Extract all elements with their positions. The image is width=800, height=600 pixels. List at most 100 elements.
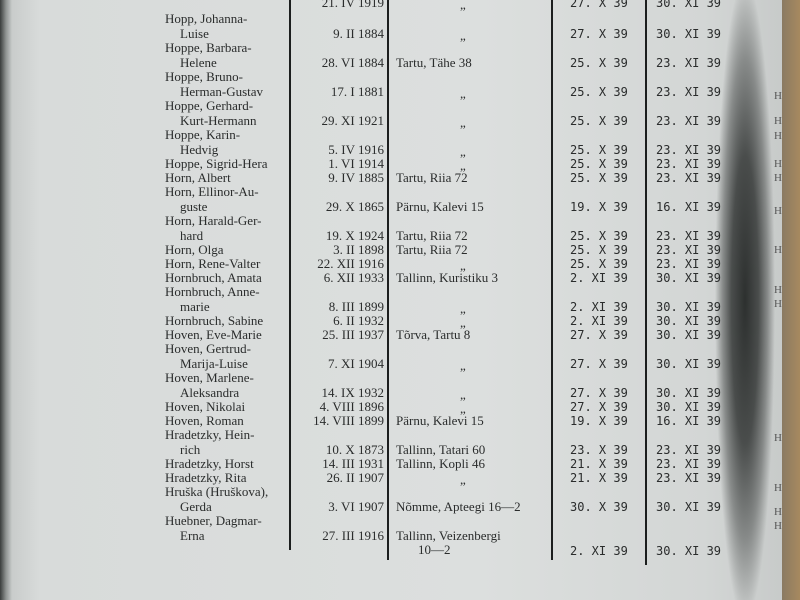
arrival-date-cell: 30. XI 39 (656, 271, 722, 285)
departure-date-cell: 25. X 39 (570, 85, 628, 99)
birth-date-cell: 8. III 1899 (328, 299, 384, 314)
arrival-date-cell: 23. XI 39 (656, 243, 722, 257)
column-divider (645, 0, 647, 565)
name-cell: Helene (180, 55, 217, 70)
name-cell: Hornbruch, Sabine (165, 313, 264, 328)
name-cell: Hradetzky, Rita (165, 470, 247, 485)
arrival-date-cell: 30. XI 39 (656, 357, 722, 371)
name-cell: Horn, Ellinor-Au- (165, 184, 259, 199)
arrival-date-cell: 16. XI 39 (656, 200, 722, 214)
address-cell: Tõrva, Tartu 8 (396, 327, 471, 342)
address-cell: Tallinn, Tatari 60 (396, 442, 486, 457)
name-cell: Hradetzky, Horst (165, 456, 254, 471)
arrival-date-cell: 30. XI 39 (656, 400, 722, 414)
departure-date-cell: 27. X 39 (570, 386, 628, 400)
arrival-date-cell: 23. XI 39 (656, 114, 722, 128)
ditto-mark: „ (460, 0, 466, 12)
name-cell: Hoppe, Bruno- (165, 69, 243, 84)
column-divider (551, 0, 553, 560)
birth-date-cell: 9. IV 1885 (328, 170, 384, 185)
name-cell: Hoven, Marlene- (165, 370, 254, 385)
arrival-date-cell: 23. XI 39 (656, 257, 722, 271)
birth-date-cell: 3. II 1898 (333, 242, 384, 257)
ditto-mark: „ (460, 387, 466, 402)
departure-date-cell: 25. X 39 (570, 114, 628, 128)
arrival-date-cell: 23. XI 39 (656, 457, 722, 471)
name-cell: Horn, Olga (165, 242, 224, 257)
birth-date-cell: 14. VIII 1899 (313, 413, 384, 428)
address-cell: Tartu, Tähe 38 (396, 55, 472, 70)
departure-date-cell: 19. X 39 (570, 414, 628, 428)
birth-date-cell: 19. X 1924 (325, 228, 384, 243)
margin-mark: H (774, 284, 782, 296)
departure-date-cell: 27. X 39 (570, 357, 628, 371)
margin-mark: H (774, 115, 782, 127)
departure-date-cell: 27. X 39 (570, 27, 628, 41)
birth-date-cell: 7. XI 1904 (328, 356, 384, 371)
arrival-date-cell: 30. XI 39 (656, 544, 722, 558)
birth-date-cell: 21. IV 1919 (321, 0, 384, 10)
name-cell: Hornbruch, Amata (165, 270, 262, 285)
departure-date-cell: 23. X 39 (570, 443, 628, 457)
margin-mark: H (774, 432, 782, 444)
name-cell: Hoven, Eve-Marie (165, 327, 262, 342)
margin-mark: H (774, 158, 782, 170)
departure-date-cell: 27. X 39 (570, 0, 628, 10)
name-cell: Hoppe, Gerhard- (165, 98, 254, 113)
name-cell: Horn, Rene-Valter (165, 256, 261, 271)
name-cell: Huebner, Dagmar- (165, 513, 262, 528)
departure-date-cell: 25. X 39 (570, 56, 628, 70)
departure-date-cell: 25. X 39 (570, 229, 628, 243)
name-cell: Erna (180, 528, 205, 543)
birth-date-cell: 14. IX 1932 (321, 385, 384, 400)
arrival-date-cell: 30. XI 39 (656, 27, 722, 41)
column-divider (289, 0, 291, 550)
arrival-date-cell: 30. XI 39 (656, 314, 722, 328)
name-cell: Hoven, Gertrud- (165, 341, 251, 356)
arrival-date-cell: 23. XI 39 (656, 143, 722, 157)
departure-date-cell: 21. X 39 (570, 471, 628, 485)
departure-date-cell: 25. X 39 (570, 143, 628, 157)
birth-date-cell: 26. II 1907 (326, 470, 384, 485)
name-cell: Herman-Gustav (180, 84, 264, 99)
departure-date-cell: 30. X 39 (570, 500, 628, 514)
ditto-mark: „ (460, 144, 466, 159)
arrival-date-cell: 23. XI 39 (656, 56, 722, 70)
birth-date-cell: 6. XII 1933 (323, 270, 384, 285)
departure-date-cell: 2. XI 39 (570, 314, 628, 328)
address-cell: Tallinn, Kopli 46 (396, 456, 486, 471)
birth-date-cell: 27. III 1916 (322, 528, 384, 543)
name-cell: Horn, Harald-Ger- (165, 213, 262, 228)
birth-date-cell: 1. VI 1914 (328, 156, 384, 171)
arrival-date-cell: 23. XI 39 (656, 157, 722, 171)
name-cell: Hoven, Nikolai (165, 399, 246, 414)
departure-date-cell: 27. X 39 (570, 400, 628, 414)
margin-mark: H (774, 520, 782, 532)
name-cell: Hedvig (180, 142, 219, 157)
birth-date-cell: 3. VI 1907 (328, 499, 384, 514)
margin-mark: H (774, 172, 782, 184)
address-cell: Tartu, Riia 72 (396, 228, 468, 243)
ditto-mark: „ (460, 28, 466, 43)
page-edge (782, 0, 800, 600)
departure-date-cell: 19. X 39 (570, 200, 628, 214)
margin-mark: H (774, 205, 782, 217)
margin-mark: H (774, 244, 782, 256)
ditto-mark: „ (460, 86, 466, 101)
birth-date-cell: 10. X 1873 (325, 442, 384, 457)
departure-date-cell: 25. X 39 (570, 257, 628, 271)
name-cell: hard (180, 228, 204, 243)
name-cell: Horn, Albert (165, 170, 231, 185)
departure-date-cell: 21. X 39 (570, 457, 628, 471)
name-cell: marie (180, 299, 210, 314)
birth-date-cell: 5. IV 1916 (328, 142, 384, 157)
margin-mark: H (774, 482, 782, 494)
ditto-mark: „ (460, 115, 466, 130)
arrival-date-cell: 23. XI 39 (656, 471, 722, 485)
margin-mark: H (774, 506, 782, 518)
arrival-date-cell: 23. XI 39 (656, 85, 722, 99)
arrival-date-cell: 23. XI 39 (656, 229, 722, 243)
name-cell: guste (180, 199, 208, 214)
address-cell: Tartu, Riia 72 (396, 242, 468, 257)
birth-date-cell: 28. VI 1884 (321, 55, 384, 70)
